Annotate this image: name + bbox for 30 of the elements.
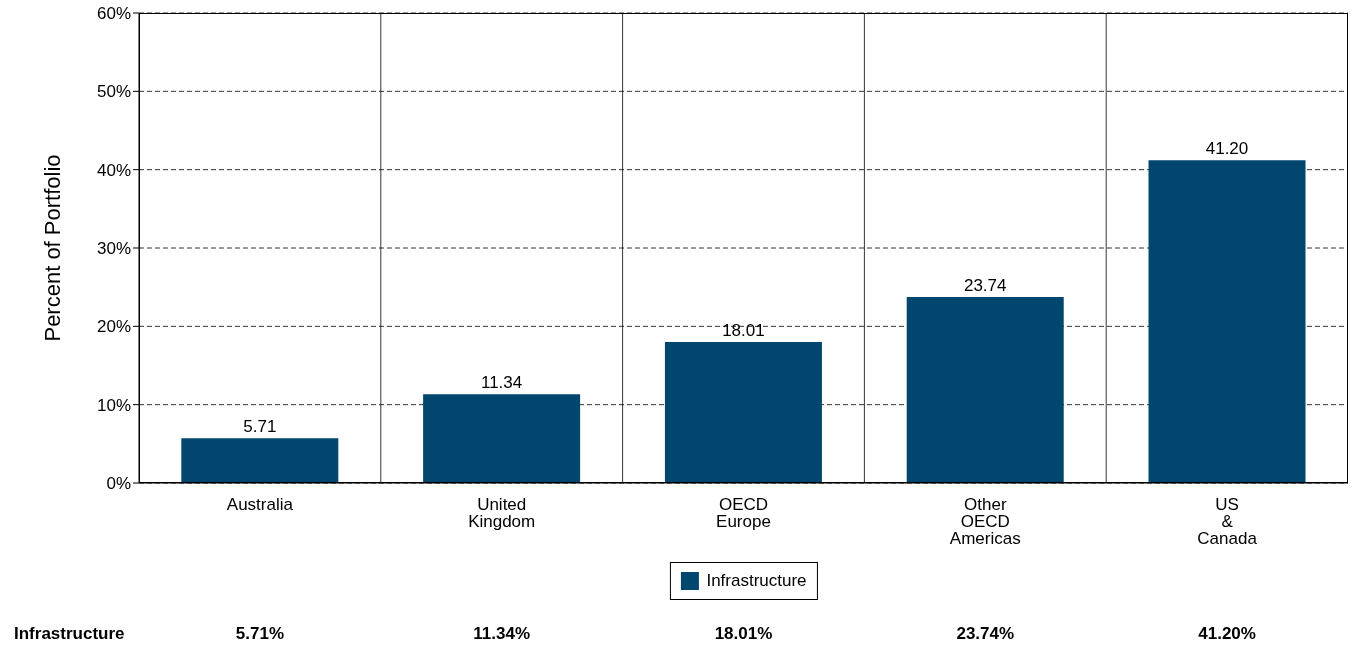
- x-tick-label: United Kingdom: [468, 495, 536, 532]
- y-tick-label: 30%: [96, 239, 131, 259]
- y-tick-label: 40%: [96, 160, 131, 180]
- y-tick-label: 50%: [96, 82, 131, 102]
- x-tick-label: Australia: [226, 495, 294, 515]
- x-tick-label: US & Canada: [1197, 495, 1258, 549]
- text: Infrastructure: [14, 624, 125, 643]
- bar: [181, 438, 339, 483]
- y-tick-label: 10%: [96, 395, 131, 415]
- x-tick-label: Other OECD Americas: [949, 495, 1021, 549]
- text: 23.74%: [956, 624, 1015, 644]
- bar: [423, 394, 581, 483]
- data-label: 41.20: [1205, 139, 1249, 159]
- x-tick-label: OECD Europe: [716, 495, 771, 532]
- y-tick-label: 20%: [96, 317, 131, 337]
- legend-label: Infrastructure: [706, 571, 807, 591]
- bar: [1148, 160, 1306, 483]
- text: 41.20%: [1198, 624, 1256, 644]
- y-tick-label: 0%: [106, 474, 131, 494]
- data-label: 18.01: [722, 320, 765, 340]
- text: 18.01%: [714, 624, 773, 644]
- data-label: 5.71: [243, 417, 277, 437]
- data-label: 11.34: [480, 373, 523, 393]
- bar: [906, 297, 1064, 483]
- y-tick-label: 60%: [96, 4, 131, 24]
- y-axis-title: Percent of Portfolio: [39, 154, 65, 342]
- text: 5.71%: [235, 624, 284, 644]
- bar: [664, 341, 822, 483]
- data-label: 23.74: [963, 276, 1007, 296]
- text: 11.34%: [473, 624, 531, 644]
